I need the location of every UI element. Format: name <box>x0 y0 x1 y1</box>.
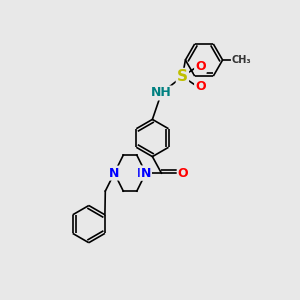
Text: N: N <box>141 167 151 180</box>
Text: NH: NH <box>151 86 172 100</box>
Text: S: S <box>177 69 188 84</box>
Text: N: N <box>109 167 119 180</box>
Text: O: O <box>195 80 206 93</box>
Text: CH₃: CH₃ <box>232 55 251 65</box>
Text: O: O <box>195 60 206 73</box>
Text: N: N <box>137 167 147 180</box>
Text: O: O <box>178 167 188 180</box>
